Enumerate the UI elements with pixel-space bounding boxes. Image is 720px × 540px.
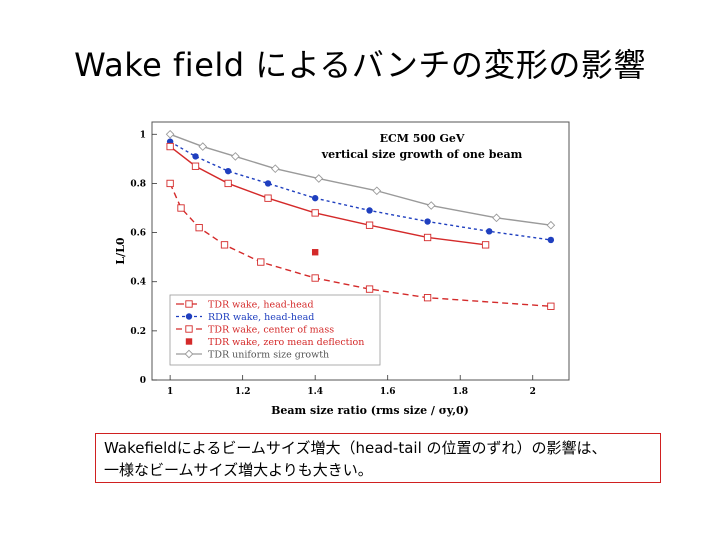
series-2: [166, 179, 555, 310]
note-box: Wakefieldによるビームサイズ増大（head-tail の位置のずれ）の影…: [95, 433, 661, 483]
data-point: [311, 194, 319, 202]
data-point: [165, 129, 175, 139]
data-point: [166, 179, 174, 188]
data-point: [264, 180, 272, 187]
legend-marker: [185, 313, 193, 320]
y-tick-label: 0.8: [130, 179, 146, 189]
data-point: [546, 220, 556, 230]
data-point: [311, 209, 319, 217]
data-point: [191, 162, 200, 170]
series-line: [169, 146, 486, 246]
series-3: [311, 249, 319, 256]
data-point: [492, 213, 501, 223]
y-tick-label: 0.4: [130, 278, 146, 288]
y-axis-label: L/L0: [114, 237, 127, 264]
data-point: [195, 224, 203, 232]
y-tick-label: 0.6: [130, 229, 146, 239]
series-4: [165, 129, 556, 230]
data-point: [372, 186, 382, 196]
legend-label: TDR wake, center of mass: [208, 325, 334, 336]
y-tick-label: 0: [140, 376, 146, 386]
data-point: [192, 153, 199, 160]
series-5: [166, 142, 490, 249]
data-point: [224, 179, 232, 188]
data-point: [311, 274, 319, 282]
legend-label: TDR uniform size growth: [208, 350, 329, 361]
legend-label: RDR wake, head-head: [208, 312, 314, 323]
y-tick-label: 0.2: [130, 327, 146, 337]
x-tick-label: 1.8: [452, 387, 468, 397]
x-axis-label: Beam size ratio (rms size / σy,0): [271, 404, 469, 417]
data-point: [423, 233, 432, 242]
chart-title: ECM 500 GeV: [380, 132, 465, 145]
data-point: [177, 204, 185, 212]
data-point: [481, 241, 490, 249]
legend-marker: [185, 300, 193, 308]
data-point: [426, 201, 436, 210]
note-line-1: Wakefieldによるビームサイズ増大（head-tail の位置のずれ）の影…: [104, 439, 607, 457]
x-tick-label: 1.2: [235, 387, 251, 397]
note-line-2: 一様なビームサイズ増大よりも大きい。: [104, 461, 373, 479]
legend-label: TDR wake, head-head: [208, 300, 314, 311]
x-tick-label: 1.4: [307, 387, 323, 397]
data-point: [424, 218, 431, 225]
data-point: [198, 142, 208, 151]
y-tick-label: 1: [140, 130, 146, 140]
data-point: [257, 258, 265, 266]
slide-title: Wake field によるバンチの変形の影響: [74, 46, 646, 84]
data-point: [486, 228, 493, 235]
chart-subtitle: vertical size growth of one beam: [321, 148, 523, 161]
data-point: [547, 302, 555, 310]
x-tick-label: 2: [530, 387, 536, 397]
x-tick-label: 1: [167, 387, 173, 397]
data-point: [365, 285, 374, 293]
data-point: [224, 167, 232, 175]
legend-marker: [184, 349, 194, 359]
data-point: [423, 294, 432, 302]
data-point: [365, 221, 374, 229]
data-point: [220, 241, 229, 249]
x-tick-label: 1.6: [380, 387, 396, 397]
data-point: [547, 236, 555, 244]
data-point: [166, 142, 174, 151]
data-point: [366, 207, 373, 214]
legend-marker: [185, 325, 193, 333]
data-point: [314, 174, 324, 183]
legend-marker: [185, 338, 193, 345]
data-point: [231, 152, 240, 161]
series-1: [166, 138, 555, 244]
data-point: [270, 164, 280, 174]
chart: 1 1.2 1.4 1.6 1.8 2 0 0.2 0.4 0.6 0.8 1 ECM 500 GeV…: [114, 121, 570, 417]
legend-label: TDR wake, zero mean deflection: [208, 337, 364, 348]
data-point: [311, 249, 319, 256]
data-point: [264, 194, 272, 202]
